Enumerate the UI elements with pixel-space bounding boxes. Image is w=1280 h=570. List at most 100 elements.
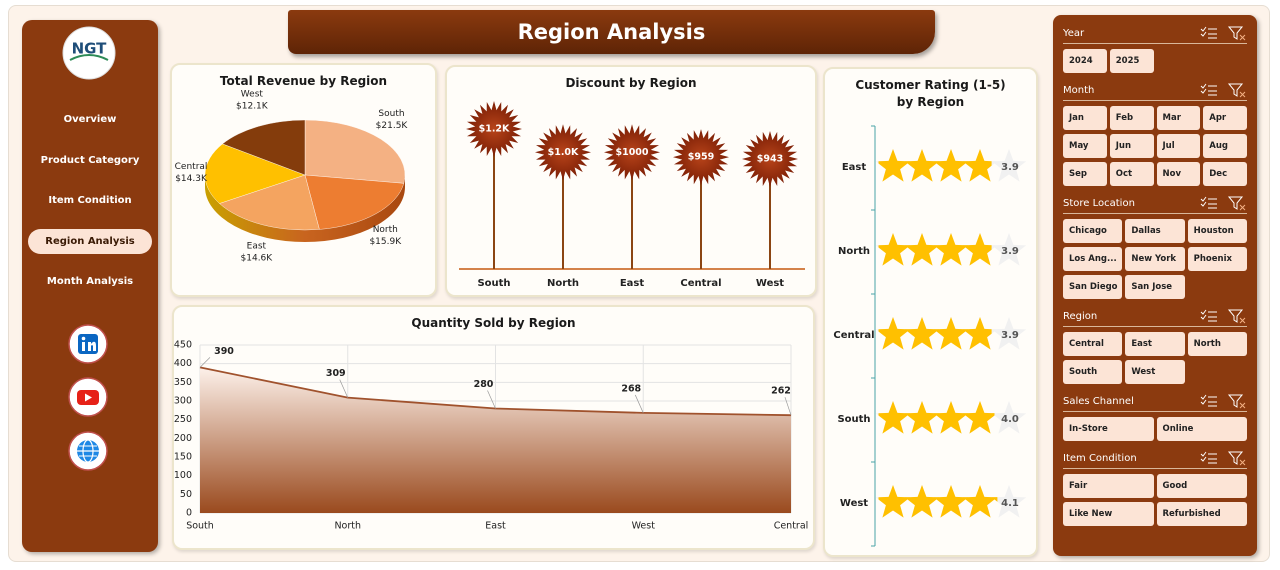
website-icon[interactable]	[68, 431, 108, 471]
y-tick-label: 250	[174, 414, 192, 425]
slice-value-label: $15.9K	[369, 237, 402, 247]
star-fill	[878, 233, 992, 266]
area	[200, 367, 791, 513]
chart: 0 50 100 150 200 250 300 350 400 450 South North Eas…	[174, 340, 808, 532]
slicer-button[interactable]: May	[1063, 134, 1107, 158]
star	[878, 485, 911, 518]
slicer-button[interactable]: Oct	[1109, 162, 1154, 186]
label-leader	[339, 379, 349, 398]
slicer-grid: Central East North South West	[1063, 332, 1247, 384]
star-empty	[991, 233, 1027, 266]
star-empty	[991, 149, 1027, 182]
star	[878, 401, 911, 434]
y-tick-label: 350	[174, 377, 192, 388]
star	[904, 233, 940, 266]
x-tick-label: East	[485, 521, 506, 532]
slicer-button[interactable]: Sep	[1063, 162, 1107, 186]
linkedin-icon[interactable]	[68, 324, 108, 364]
slicer-grid: In-Store Online	[1063, 417, 1247, 441]
slicer-button[interactable]: Los Ang...	[1063, 247, 1123, 271]
slicer-button[interactable]: Mar	[1156, 106, 1201, 130]
slicer-button[interactable]: 2025	[1109, 49, 1154, 73]
y-tick-label: 450	[174, 340, 192, 351]
slicer-button[interactable]: Chicago	[1063, 219, 1123, 243]
pie-slice	[204, 143, 306, 204]
star	[933, 149, 969, 182]
data-label: 280	[474, 379, 494, 390]
slicer-icons[interactable]	[1199, 450, 1247, 466]
y-tick-label: West	[840, 498, 868, 509]
chart: East 3.9 North 3.9 Central 3.9 South 4.0 West 4.1	[833, 125, 1027, 547]
slicer-button[interactable]: Apr	[1203, 106, 1247, 130]
nav-item[interactable]: Overview	[63, 114, 117, 125]
star	[904, 401, 940, 434]
nav-item[interactable]: Product Category	[40, 154, 140, 166]
x-tick-label: North	[334, 521, 361, 532]
slice-value-label: $21.5K	[376, 121, 409, 131]
revenue-panel: South $21.5K North $15.9K East $14.6K Central $…	[170, 63, 437, 297]
slicer-title: Sales Channel	[1063, 395, 1134, 407]
star	[904, 149, 940, 182]
y-tick-label: East	[842, 162, 867, 173]
slicer-button[interactable]: North	[1187, 332, 1247, 356]
slicer-icons[interactable]	[1199, 25, 1247, 41]
slicer-button[interactable]: Online	[1156, 417, 1247, 441]
slicer-button[interactable]: Jan	[1063, 106, 1107, 130]
slicer-button[interactable]: Feb	[1109, 106, 1154, 130]
value-label: $1.2K	[479, 124, 510, 135]
slicer-button[interactable]: San Diego	[1063, 275, 1123, 299]
slicer-icons[interactable]	[1199, 82, 1247, 98]
logo-text: NGT	[72, 40, 108, 58]
slicer-button[interactable]: New York	[1125, 247, 1185, 271]
y-tick-label: 0	[186, 508, 192, 519]
star	[878, 149, 911, 182]
slicer-button[interactable]: Like New	[1063, 502, 1154, 526]
slicer-button[interactable]: Phoenix	[1187, 247, 1247, 271]
slicer-header: Store Location	[1063, 193, 1247, 214]
value-label: $1000	[615, 147, 648, 158]
slicer-button[interactable]: Dec	[1203, 162, 1247, 186]
slicer-title: Region	[1063, 310, 1098, 322]
chart: South $21.5K North $15.9K East $14.6K Central $…	[175, 89, 409, 263]
slicer-button[interactable]: South	[1063, 360, 1123, 384]
slicer-button[interactable]: Good	[1156, 474, 1247, 498]
y-tick-label: 400	[174, 358, 192, 369]
nav-menu: Overview Product Category Item Condition Re…	[22, 107, 158, 310]
x-tick-label: North	[547, 278, 579, 289]
slicer-header: Region	[1063, 306, 1247, 327]
slicer-button[interactable]: Jun	[1109, 134, 1154, 158]
chart-title: Quantity Sold by Region	[411, 316, 576, 330]
y-tick-label: 300	[174, 396, 192, 407]
slicer-icons[interactable]	[1199, 195, 1247, 211]
slice-category-label: South	[378, 109, 404, 119]
slicer-grid: 2024 2025	[1063, 49, 1247, 73]
slicer-button[interactable]: San Jose	[1125, 275, 1185, 299]
slicer-button[interactable]: East	[1125, 332, 1185, 356]
slicer-button[interactable]: Fair	[1063, 474, 1154, 498]
slicer-button[interactable]: Houston	[1187, 219, 1247, 243]
star-empty	[991, 401, 1027, 434]
slicer-button[interactable]: West	[1125, 360, 1185, 384]
slicer-icons[interactable]	[1199, 308, 1247, 324]
slicer-button[interactable]: Refurbished	[1156, 502, 1247, 526]
slicer-button[interactable]: 2024	[1063, 49, 1107, 73]
slicer-header: Year	[1063, 23, 1247, 44]
nav-item[interactable]: Region Analysis	[28, 228, 152, 254]
slicer-button[interactable]: Aug	[1203, 134, 1247, 158]
slicer-button[interactable]: Nov	[1156, 162, 1201, 186]
slicer-icons[interactable]	[1199, 393, 1247, 409]
nav-item[interactable]: Item Condition	[48, 195, 132, 206]
slicer-button[interactable]: Jul	[1156, 134, 1201, 158]
star	[962, 485, 998, 518]
slicer-button[interactable]: Central	[1063, 332, 1123, 356]
pie-slice	[304, 174, 405, 230]
slicer-title: Store Location	[1063, 197, 1135, 209]
slicer-header: Month	[1063, 80, 1247, 101]
star	[904, 485, 940, 518]
chart-title: Discount by Region	[565, 76, 697, 90]
slicer-button[interactable]: Dallas	[1125, 219, 1185, 243]
nav-item[interactable]: Month Analysis	[46, 276, 134, 287]
youtube-icon[interactable]	[68, 377, 108, 417]
slicer-button[interactable]: In-Store	[1063, 417, 1154, 441]
slicer-panel: Year 2024 2025 Month Jan Feb Mar Apr May Jun Jul Au…	[1053, 15, 1257, 556]
